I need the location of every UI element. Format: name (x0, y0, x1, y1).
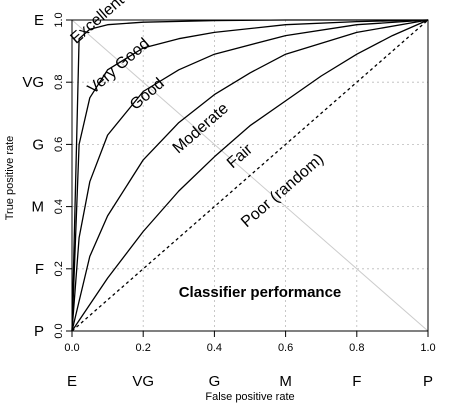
y-grade-label: G (32, 136, 44, 153)
x-grade-label: P (423, 373, 433, 390)
x-grade-label: G (209, 373, 221, 390)
curve-label-poor-random: Poor (random) (238, 151, 327, 232)
y-grade-label: P (34, 323, 44, 340)
y-tick-label: 0.4 (53, 199, 65, 214)
curve-label-fair: Fair (224, 141, 256, 172)
series-line-moderate (71, 19, 429, 332)
y-axis-title: True positive rate (4, 136, 16, 221)
x-grade-label: VG (132, 373, 154, 390)
y-grade-label: VG (22, 74, 44, 91)
x-grade-label: E (67, 373, 77, 390)
x-tick-label: 1.0 (420, 342, 435, 354)
x-tick-label: 0.2 (136, 342, 151, 354)
y-tick-label: 0.6 (53, 137, 65, 152)
series-line-good (71, 19, 429, 332)
x-tick-label: 0.8 (349, 342, 364, 354)
x-tick-label: 0.6 (278, 342, 293, 354)
y-grade-label: F (35, 261, 44, 278)
y-axis-ticks: 0.0 P 0.2 F 0.4 M 0.6 G 0.8 VG 1.0 E (22, 12, 72, 340)
chart-annotation: Classifier performance (179, 284, 342, 301)
series-line-poor-random (71, 19, 429, 332)
series-line-fair (71, 19, 429, 332)
y-grade-label: E (34, 12, 44, 29)
y-tick-label: 0.8 (53, 75, 65, 90)
series-group (71, 19, 429, 332)
y-tick-label: 0.0 (53, 323, 65, 338)
series-line-excellent (71, 19, 428, 332)
y-grade-label: M (32, 199, 45, 216)
series-line-very-good (71, 19, 429, 332)
x-axis-title: False positive rate (205, 391, 294, 403)
x-grade-label: F (352, 373, 361, 390)
y-tick-label: 1.0 (53, 12, 65, 27)
x-tick-label: 0.0 (64, 342, 79, 354)
x-grade-label: M (279, 373, 292, 390)
curve-label-moderate: Moderate (170, 100, 232, 157)
y-tick-label: 0.2 (53, 261, 65, 276)
x-tick-label: 0.4 (207, 342, 222, 354)
x-axis-ticks: 0.0 E 0.2 VG 0.4 G 0.6 M 0.8 F 1.0 P (64, 331, 436, 390)
